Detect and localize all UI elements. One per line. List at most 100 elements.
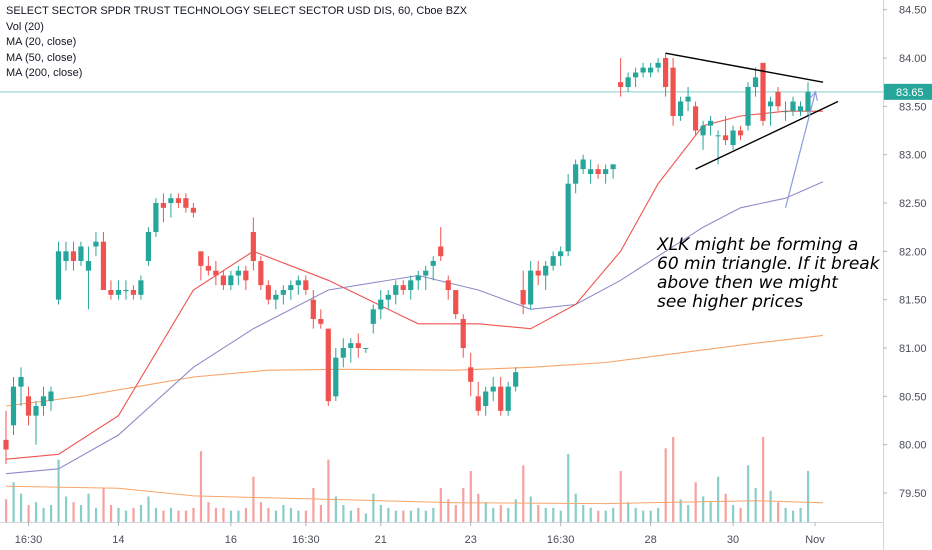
volume-bar — [207, 502, 210, 522]
candle-body — [655, 62, 661, 68]
volume-bar — [34, 502, 38, 522]
volume-bar — [454, 505, 457, 522]
volume-bar — [154, 507, 158, 522]
volume-bar — [567, 454, 570, 522]
candle-body — [700, 125, 706, 136]
volume-bar — [574, 493, 577, 522]
candle-body — [498, 386, 504, 411]
volume-bar — [94, 507, 98, 522]
candle-body — [55, 251, 62, 300]
volume-bar — [87, 493, 90, 522]
candle-body — [805, 91, 811, 112]
candle-body — [168, 198, 174, 203]
candle-body — [550, 256, 556, 266]
candle-body — [633, 72, 639, 78]
volume-bar — [49, 505, 53, 522]
candle-body — [438, 246, 444, 257]
candle-body — [543, 265, 549, 276]
volume-bar — [754, 488, 757, 522]
x-tick-label: 16:30 — [15, 534, 43, 546]
candle-body — [258, 261, 264, 286]
x-tick-label: 14 — [112, 534, 124, 546]
volume-bar — [627, 502, 630, 522]
candle-body — [273, 294, 279, 300]
volume-bar — [514, 499, 517, 522]
candle-body — [70, 251, 77, 261]
ma50-line — [5, 181, 824, 475]
volume-bar — [169, 507, 173, 522]
candle-body — [93, 241, 99, 247]
x-tick-label: 16 — [225, 534, 237, 546]
candle-body — [48, 391, 54, 402]
candle-body — [355, 343, 361, 348]
volume-bar — [492, 507, 495, 522]
candle-body — [213, 270, 219, 276]
legend-title: SELECT SECTOR SPDR TRUST TECHNOLOGY SELE… — [6, 5, 468, 17]
volume-bar — [769, 490, 772, 522]
volume-bar — [732, 505, 735, 522]
candle-body — [85, 261, 92, 271]
volume-bar — [124, 510, 128, 522]
annotation-line-4: see higher prices — [657, 292, 804, 312]
candle-body — [475, 396, 481, 411]
candle-body — [715, 135, 721, 137]
volume-bar — [229, 510, 233, 522]
annotation-text: XLK might be forming a 60 min triangle. … — [657, 236, 880, 312]
volume-bar — [199, 451, 203, 522]
candle-body — [175, 198, 181, 203]
legend-vol: Vol (20) — [6, 20, 44, 33]
volume-bar — [784, 507, 787, 522]
volume-bar — [364, 513, 367, 522]
volume-bar — [274, 510, 278, 522]
volume-bar — [679, 499, 682, 522]
volume-bar — [289, 507, 293, 522]
volume-bar — [447, 499, 450, 522]
x-tick-label: Nov — [805, 534, 825, 546]
volume-bar — [259, 502, 263, 522]
volume-bar — [439, 488, 442, 522]
volume-bar — [5, 499, 8, 522]
candle-body — [130, 290, 137, 295]
candle-body — [707, 120, 714, 126]
volume-bar — [147, 496, 150, 522]
candle-body — [153, 203, 159, 232]
legend-ma200: MA (200, close) — [6, 67, 83, 79]
volume-bar — [312, 488, 315, 522]
candle-body — [625, 77, 631, 87]
candle-body — [745, 87, 751, 126]
volume-bar — [267, 507, 270, 522]
y-tick-label: 84.00 — [899, 53, 927, 65]
candle-body — [662, 58, 669, 87]
x-tick-label: 30 — [727, 534, 739, 546]
volume-bar — [724, 493, 727, 522]
candle-body — [595, 169, 601, 174]
volume-bar — [687, 505, 690, 522]
volume-bar — [349, 510, 352, 522]
volume-bar — [327, 459, 330, 522]
candle-body — [265, 285, 271, 300]
candle-body — [228, 275, 234, 286]
candle-body — [243, 270, 249, 281]
volume-bar — [394, 510, 397, 522]
candle-body — [393, 285, 399, 295]
annotation-arrowhead — [809, 90, 818, 101]
candle-body — [588, 169, 594, 174]
candle-body — [385, 294, 391, 300]
ma200-line — [5, 334, 824, 407]
volume-bar — [19, 493, 23, 522]
candle-body — [513, 372, 519, 387]
candle-body — [737, 130, 744, 136]
candle-body — [752, 77, 759, 87]
volume-bar — [319, 505, 323, 522]
volume-bar — [529, 496, 532, 522]
volume-bar — [807, 471, 810, 522]
volume-bar — [432, 507, 435, 522]
candle-body — [160, 203, 167, 208]
annotation-line-3: above then we might — [657, 273, 838, 293]
candle-body — [190, 207, 196, 213]
candle-body — [303, 280, 309, 290]
candle-body — [677, 101, 684, 116]
volume-bar — [102, 488, 105, 522]
volume-bar — [507, 507, 510, 522]
